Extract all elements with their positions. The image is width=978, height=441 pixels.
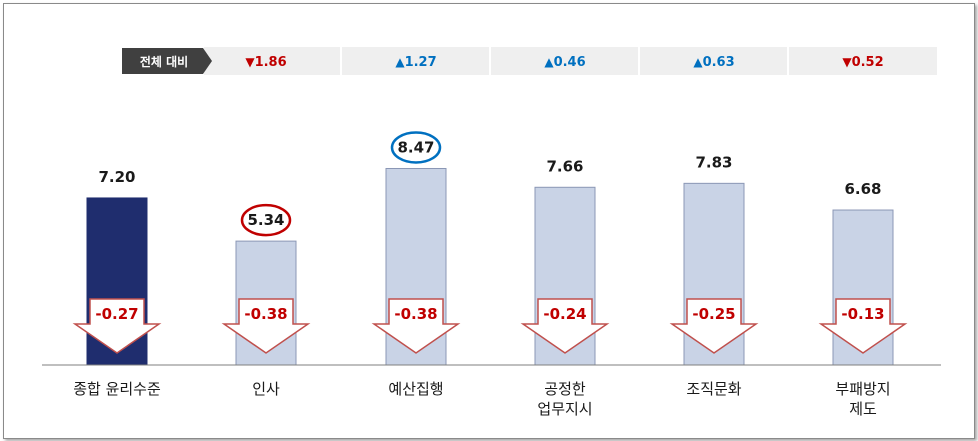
category-label-1: 인사 xyxy=(252,380,280,398)
max-circle xyxy=(390,131,442,164)
down-arrow-1 xyxy=(221,298,311,354)
value-label-5: 6.68 xyxy=(844,180,881,198)
value-label-1: 5.34 xyxy=(247,211,284,229)
down-arrow-5 xyxy=(818,298,908,354)
category-label-2: 예산집행 xyxy=(388,380,443,398)
comparison-value-1: ▼1.86 xyxy=(245,55,286,70)
comparison-row: 전체 대비 ▼1.86 ▲1.27 ▲0.46 ▲0.63 ▼0.52 xyxy=(122,47,937,75)
value-label-2: 8.47 xyxy=(397,138,434,156)
value-label-0: 7.20 xyxy=(98,168,135,186)
comparison-value-4: ▲0.63 xyxy=(693,55,734,70)
min-circle xyxy=(240,203,292,237)
down-arrow-3 xyxy=(520,298,610,354)
change-label-5: -0.13 xyxy=(841,305,884,323)
down-arrow-2 xyxy=(371,298,461,354)
comparison-value-3: ▲0.46 xyxy=(544,55,585,70)
comparison-label: 전체 대비 xyxy=(140,54,188,69)
change-label-1: -0.38 xyxy=(244,305,287,323)
category-label-5: 부패방지 제도 xyxy=(835,380,890,418)
comparison-value-2: ▲1.27 xyxy=(395,55,436,70)
category-label-3: 공정한 업무지시 xyxy=(537,380,592,418)
bar-chart: 전체 대비 ▼1.86 ▲1.27 ▲0.46 ▲0.63 ▼0.52 7.20 -0.27… xyxy=(42,47,941,418)
change-label-2: -0.38 xyxy=(394,305,437,323)
comparison-row-bg xyxy=(204,47,937,75)
down-arrow-4 xyxy=(669,298,759,354)
comparison-value-5: ▼0.52 xyxy=(842,55,883,70)
category-label-0: 종합 윤리수준 xyxy=(73,380,161,398)
change-label-0: -0.27 xyxy=(95,305,138,323)
change-label-3: -0.24 xyxy=(543,305,586,323)
comparison-label-bg xyxy=(122,48,212,74)
bars-group xyxy=(42,167,941,366)
value-label-3: 7.66 xyxy=(546,157,583,175)
category-label-4: 조직문화 xyxy=(686,380,741,398)
chart-frame: 전체 대비 ▼1.86 ▲1.27 ▲0.46 ▲0.63 ▼0.52 7.20 -0.27… xyxy=(3,3,975,439)
category-labels: 종합 윤리수준 인사 예산집행 공정한 업무지시 조직문화 부패방지 제도 xyxy=(73,380,890,418)
down-arrow-0 xyxy=(72,298,162,354)
value-label-4: 7.83 xyxy=(695,153,732,171)
change-label-4: -0.25 xyxy=(692,305,735,323)
overlay-group: 7.20 -0.27 5.34 -0.38 8.47 -0.38 7.66 -0.24 7.83… xyxy=(72,131,908,354)
